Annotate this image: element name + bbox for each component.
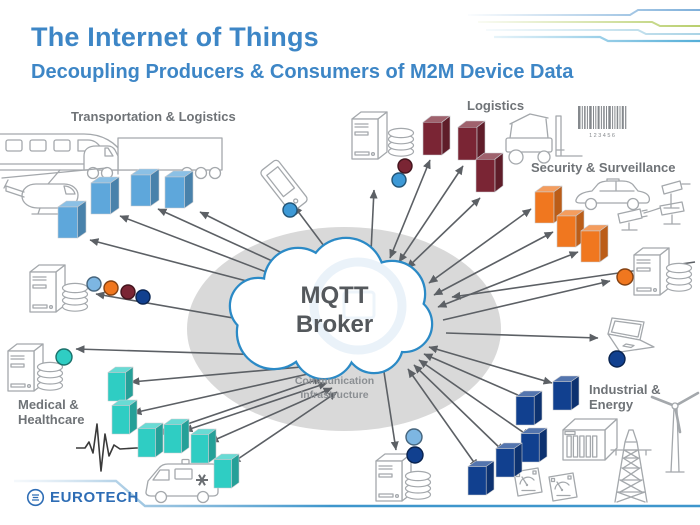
database-icon [36, 361, 64, 391]
car-icon [575, 178, 651, 211]
circuit-traces [468, 9, 700, 43]
gauge-icon [513, 467, 543, 497]
cctv-camera-icon [661, 180, 691, 209]
medical-cubes [107, 366, 240, 489]
broker-arrows [75, 159, 696, 469]
message-dots [55, 158, 634, 464]
helicopter-icon [1, 167, 107, 215]
security-cubes [534, 185, 609, 263]
forklift-icon [505, 113, 583, 165]
laptop-icon [607, 317, 655, 353]
server-icon [351, 111, 388, 160]
barcode-icon: 123456 [578, 106, 627, 139]
server-icon [633, 247, 670, 296]
database-icon [387, 127, 415, 157]
footer-line [14, 479, 700, 508]
wind-turbine-icon [650, 391, 700, 473]
transportation-cubes [57, 168, 194, 239]
server-icon [29, 264, 66, 313]
transportation-label: Transportation & Logistics [71, 109, 236, 124]
security-label: Security & Surveillance [531, 160, 676, 175]
logistics-cubes [422, 115, 504, 193]
page-subtitle: Decoupling Producers & Consumers of M2M … [31, 61, 574, 83]
industrial-rack-icon [562, 418, 618, 461]
gauge-icon [548, 472, 578, 502]
cloud-icon [228, 236, 434, 381]
mqtt-broker-label: MQTT Broker [295, 282, 374, 339]
ekg-icon [76, 423, 144, 472]
eurotech-icon [26, 488, 45, 507]
medical-label: Medical & Healthcare [18, 397, 85, 427]
eurotech-logo: EUROTECH [26, 488, 139, 507]
industrial-label: Industrial & Energy [589, 382, 661, 412]
database-icon [404, 470, 432, 500]
database-icon [61, 282, 89, 312]
smartphone-icon [260, 159, 308, 213]
logistics-label: Logistics [467, 98, 525, 113]
power-pylon-icon [610, 429, 652, 503]
database-icon [665, 262, 693, 292]
barcode-digits: 123456 [589, 133, 616, 139]
page-title: The Internet of Things [31, 22, 319, 52]
ambulance-icon [145, 458, 219, 504]
communication-infrastructure-label: Communication Infrastructure [294, 375, 375, 401]
industrial-cubes [467, 375, 580, 496]
brand-name: EUROTECH [50, 489, 139, 506]
